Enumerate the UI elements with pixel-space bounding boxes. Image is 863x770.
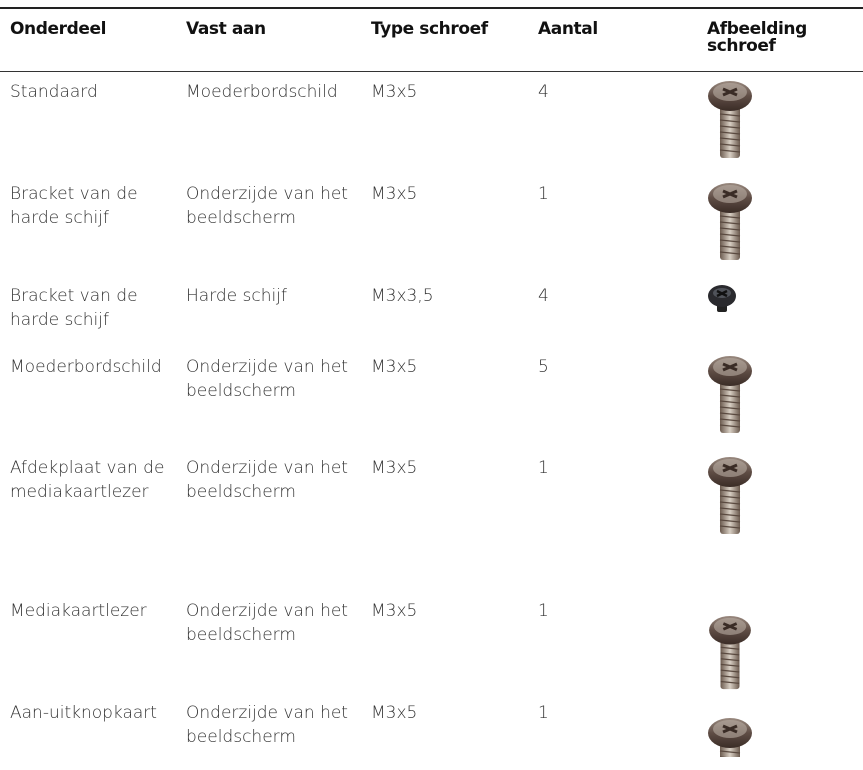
cell: Onderzijde van het beeldscherm xyxy=(176,347,361,448)
row: Standaard Moederbordschild M3x5 4 xyxy=(0,72,863,174)
cell: 1 xyxy=(528,448,697,591)
screw-image xyxy=(707,284,737,314)
cell: M3x5 xyxy=(361,72,528,174)
cell: M3x5 xyxy=(361,174,528,276)
cell: Onderzijde van het beeldscherm xyxy=(176,174,361,276)
cell: 5 xyxy=(528,347,697,448)
cell: Onderzijde van het beeldscherm xyxy=(176,448,361,591)
row: Mediakaartlezer Onderzijde van het beeld… xyxy=(0,591,863,693)
cell: Onderzijde van het beeldscherm xyxy=(176,591,361,693)
cell: 4 xyxy=(528,276,697,347)
header-cell: Aantal xyxy=(528,8,697,72)
cell: Onderzijde van het beeldscherm xyxy=(176,693,361,759)
screw-image xyxy=(707,182,753,262)
cell: Bracket van de harde schijf xyxy=(0,174,176,276)
screw-image xyxy=(707,355,753,435)
image-cell xyxy=(697,347,863,448)
row: Aan-uitknopkaart Onderzijde van het beel… xyxy=(0,693,863,759)
screw-image xyxy=(707,717,753,757)
image-cell xyxy=(697,591,863,693)
cell: M3x5 xyxy=(361,448,528,591)
screw-image xyxy=(707,80,753,160)
cell: Bracket van de harde schijf xyxy=(0,276,176,347)
header-cell: Type schroef xyxy=(361,8,528,72)
row: Moederbordschild Onderzijde van het beel… xyxy=(0,347,863,448)
screw-table: Onderdeel Vast aan Type schroef Aantal A… xyxy=(0,7,863,759)
cell: M3x5 xyxy=(361,347,528,448)
cell: 1 xyxy=(528,693,697,759)
cell: Afdekplaat van de mediakaartlezer xyxy=(0,448,176,591)
cell: M3x5 xyxy=(361,693,528,759)
row: Afdekplaat van de mediakaartlezer Onderz… xyxy=(0,448,863,591)
cell: M3x5 xyxy=(361,591,528,693)
header-cell: Afbeelding schroef xyxy=(697,8,863,72)
cell: Aan-uitknopkaart xyxy=(0,693,176,759)
header-cell: Onderdeel xyxy=(0,8,176,72)
cell: Moederbordschild xyxy=(0,347,176,448)
cell: Standaard xyxy=(0,72,176,174)
cell: Moederbordschild xyxy=(176,72,361,174)
image-cell xyxy=(697,448,863,591)
cell: M3x3,5 xyxy=(361,276,528,347)
screw-image xyxy=(707,456,753,536)
image-cell xyxy=(697,174,863,276)
cell: 1 xyxy=(528,174,697,276)
image-cell xyxy=(697,72,863,174)
cell: Mediakaartlezer xyxy=(0,591,176,693)
header-cell: Vast aan xyxy=(176,8,361,72)
row: Bracket van de harde schijf Harde schijf… xyxy=(0,276,863,347)
cell: 4 xyxy=(528,72,697,174)
cell: 1 xyxy=(528,591,697,693)
page: Onderdeel Vast aan Type schroef Aantal A… xyxy=(0,0,863,770)
cell: Harde schijf xyxy=(176,276,361,347)
image-cell xyxy=(697,276,863,347)
row: Bracket van de harde schijf Onderzijde v… xyxy=(0,174,863,276)
image-cell xyxy=(697,693,863,759)
header-row: Onderdeel Vast aan Type schroef Aantal A… xyxy=(0,8,863,72)
screw-image xyxy=(707,615,753,691)
